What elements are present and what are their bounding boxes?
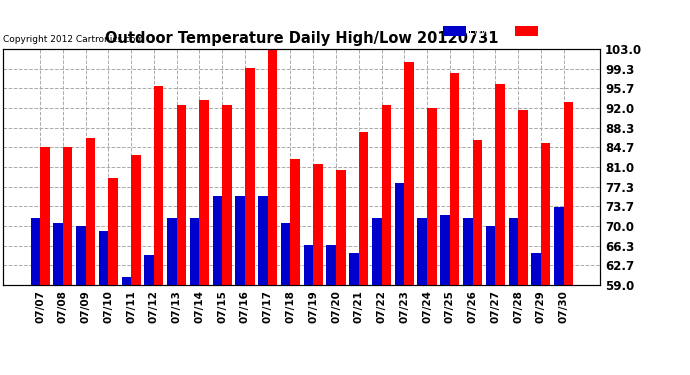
Bar (564, 102, 573, 285)
Bar (372, 218, 382, 285)
Bar (336, 170, 346, 285)
Bar (554, 207, 564, 285)
Legend: Low  (°F), High  (°F): Low (°F), High (°F) (439, 22, 595, 40)
Bar (326, 245, 336, 285)
Bar (359, 132, 368, 285)
Bar (86, 138, 95, 285)
Bar (304, 245, 313, 285)
Bar (213, 196, 222, 285)
Bar (258, 196, 268, 285)
Bar (190, 218, 199, 285)
Bar (30, 218, 40, 285)
Bar (40, 147, 50, 285)
Bar (131, 154, 141, 285)
Bar (417, 218, 427, 285)
Bar (222, 105, 232, 285)
Bar (518, 111, 528, 285)
Bar (63, 147, 72, 285)
Bar (313, 164, 323, 285)
Title: Outdoor Temperature Daily High/Low 20120731: Outdoor Temperature Daily High/Low 20120… (105, 31, 499, 46)
Bar (121, 277, 131, 285)
Bar (486, 226, 495, 285)
Bar (473, 140, 482, 285)
Bar (154, 86, 164, 285)
Bar (395, 183, 404, 285)
Bar (144, 255, 154, 285)
Bar (177, 105, 186, 285)
Bar (108, 178, 118, 285)
Bar (382, 105, 391, 285)
Bar (199, 100, 209, 285)
Bar (245, 68, 255, 285)
Bar (53, 223, 63, 285)
Bar (495, 84, 505, 285)
Bar (99, 231, 108, 285)
Text: Copyright 2012 Cartronics.com: Copyright 2012 Cartronics.com (3, 35, 145, 44)
Bar (450, 73, 460, 285)
Bar (509, 218, 518, 285)
Bar (235, 196, 245, 285)
Bar (440, 215, 450, 285)
Bar (76, 226, 86, 285)
Bar (167, 218, 177, 285)
Bar (268, 49, 277, 285)
Bar (463, 218, 473, 285)
Bar (531, 253, 541, 285)
Bar (427, 108, 437, 285)
Bar (290, 159, 300, 285)
Bar (404, 62, 414, 285)
Bar (281, 223, 290, 285)
Bar (541, 143, 551, 285)
Bar (349, 253, 359, 285)
